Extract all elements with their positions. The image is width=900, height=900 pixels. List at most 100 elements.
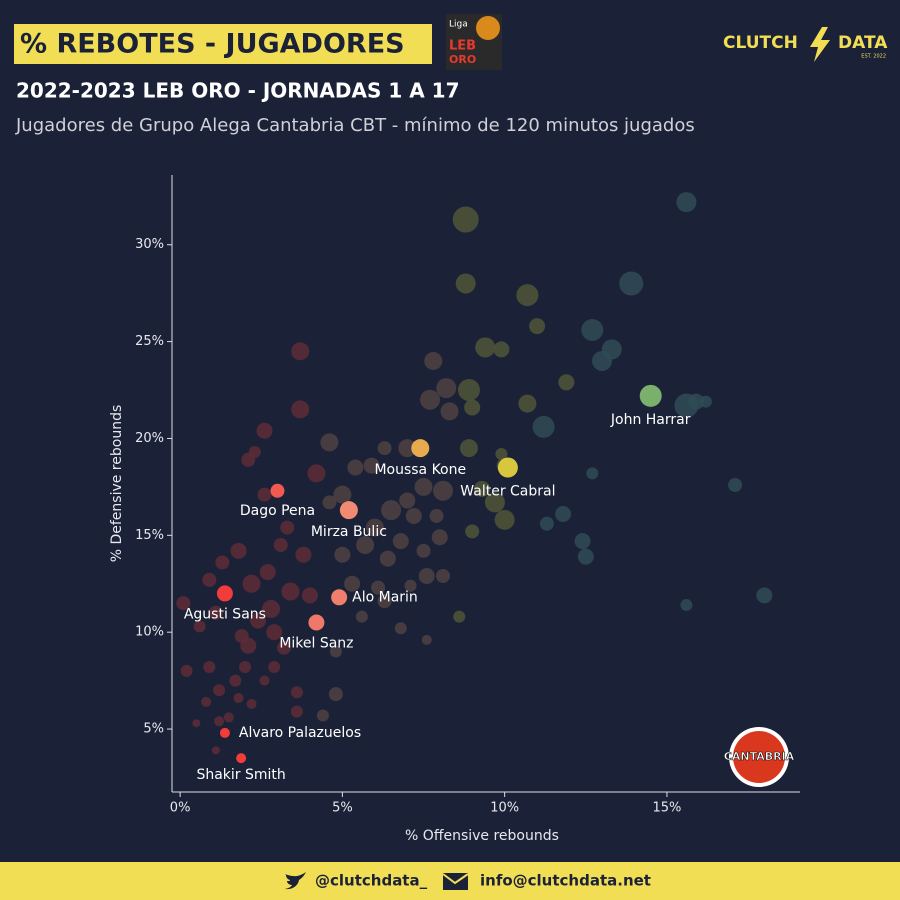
footer-twitter[interactable]: @clutchdata_: [315, 872, 428, 890]
point: [416, 543, 431, 558]
point: [176, 596, 191, 611]
point: [379, 550, 396, 567]
point: [392, 533, 409, 550]
point: [405, 507, 422, 524]
point: [268, 661, 281, 674]
point: [680, 599, 693, 612]
point: [333, 485, 352, 504]
point: [574, 533, 591, 550]
point: [424, 351, 443, 370]
point: [256, 422, 273, 439]
point: [180, 664, 193, 677]
x-tick-label: 0%: [170, 801, 191, 816]
title-box: [14, 24, 432, 64]
point: [223, 712, 234, 723]
point: [301, 587, 318, 604]
point: [322, 495, 337, 510]
x-tick-label: 15%: [652, 801, 681, 816]
point: [266, 624, 283, 641]
point: [431, 529, 448, 546]
point: [429, 508, 444, 523]
point: [381, 500, 402, 521]
point: [290, 686, 303, 699]
point: [193, 620, 206, 633]
y-tick-label: 30%: [135, 237, 164, 252]
point: [276, 640, 291, 655]
player-point: [236, 753, 247, 764]
point: [586, 467, 599, 480]
point: [495, 447, 508, 460]
twitter-icon: [285, 872, 306, 890]
point: [291, 342, 310, 361]
point: [203, 661, 216, 674]
point-label: Shakir Smith: [196, 767, 285, 783]
player-point: [411, 439, 430, 458]
point-label: John Harrar: [610, 412, 691, 428]
brand-bolt: [810, 27, 830, 62]
point: [365, 518, 384, 537]
player-point: [339, 501, 358, 520]
point: [356, 536, 375, 555]
point: [465, 524, 480, 539]
footer-email[interactable]: info@clutchdata.net: [480, 872, 651, 890]
point: [230, 542, 247, 559]
point: [355, 610, 368, 623]
point: [334, 546, 351, 563]
point-label: Mirza Bulic: [311, 524, 387, 540]
point: [473, 480, 490, 497]
point: [290, 705, 303, 718]
point: [420, 389, 441, 410]
point: [399, 492, 416, 509]
brand: CLUTCH: [723, 33, 798, 53]
point: [192, 719, 201, 728]
point: [239, 661, 252, 674]
point: [516, 284, 539, 307]
point: [436, 378, 457, 399]
point: [320, 433, 339, 452]
point: [377, 594, 392, 609]
y-tick-label: 5%: [143, 722, 164, 737]
point: [257, 487, 272, 502]
point-label: Alo Marin: [352, 589, 418, 605]
point: [688, 393, 705, 410]
point: [259, 675, 270, 686]
point: [280, 520, 295, 535]
plot: 0% 5% 10% 15% 5% 10% 15% 20% 25% 30% % Offensive r…: [109, 175, 800, 844]
point: [518, 394, 537, 413]
x-tick-label: 10%: [490, 801, 519, 816]
point: [592, 350, 613, 371]
point: [464, 399, 481, 416]
player-point: [308, 614, 325, 631]
point: [699, 395, 712, 408]
y-tick-label: 25%: [135, 334, 164, 349]
point: [421, 634, 432, 645]
point: [459, 439, 478, 458]
point: [577, 548, 594, 565]
player-point: [639, 384, 662, 407]
point: [316, 709, 329, 722]
point: [539, 516, 554, 531]
point: [242, 574, 261, 593]
point: [532, 415, 555, 438]
league-logo-text: Liga: [449, 20, 468, 30]
x-axis-label: % Offensive rebounds: [405, 828, 559, 844]
point: [202, 572, 217, 587]
point: [347, 459, 364, 476]
player-point: [270, 483, 285, 498]
point: [363, 457, 380, 474]
point: [475, 337, 496, 358]
title: % REBOTES - JUGADORES: [20, 29, 405, 60]
point: [558, 374, 575, 391]
point: [418, 568, 435, 585]
point: [250, 612, 267, 629]
point: [728, 477, 743, 492]
point: [328, 687, 343, 702]
league-logo-text: ORO: [449, 53, 476, 66]
point: [555, 506, 572, 523]
point: [240, 637, 257, 654]
point-label: Agusti Sans: [184, 606, 266, 622]
point-label: Moussa Kone: [374, 462, 466, 478]
point: [493, 341, 510, 358]
point: [452, 206, 479, 233]
point: [756, 587, 773, 604]
